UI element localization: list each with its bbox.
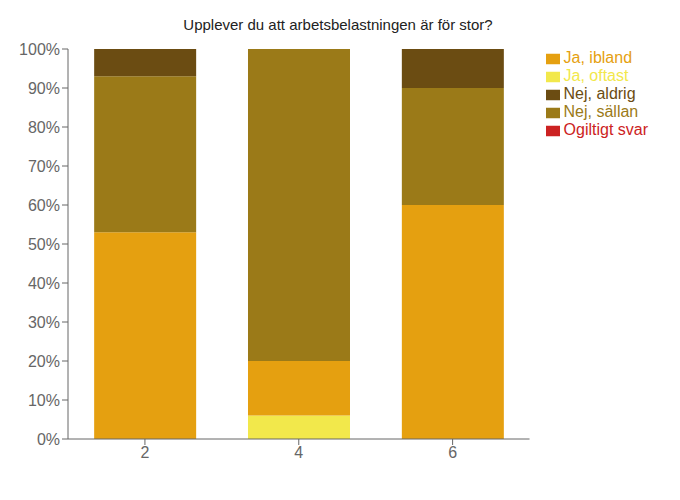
svg-text:100%: 100% (19, 41, 60, 58)
html-text:Ogiltigt svar: Ogiltigt svar (563, 121, 648, 138)
svg-text:0%: 0% (37, 431, 60, 448)
svg-text:70%: 70% (28, 158, 60, 175)
svg-text:40%: 40% (28, 275, 60, 292)
html-text:Ja, ibland: Ja, ibland (563, 49, 632, 66)
svg-text:80%: 80% (28, 119, 60, 136)
svg-text:60%: 60% (28, 197, 60, 214)
svg-text:50%: 50% (28, 236, 60, 253)
html-text:Upplever du att arbetsbelastni: Upplever du att arbetsbelastningen är fö… (183, 16, 493, 33)
html-text:Nej, aldrig: Nej, aldrig (563, 85, 636, 102)
html-text:Nej, sällan: Nej, sällan (563, 103, 639, 120)
svg-text:2: 2 (140, 444, 149, 461)
svg-text:10%: 10% (28, 392, 60, 409)
svg-text:30%: 30% (28, 314, 60, 331)
svg-text:6: 6 (448, 444, 457, 461)
svg-text:20%: 20% (28, 353, 60, 370)
svg-text:90%: 90% (28, 80, 60, 97)
svg-text:4: 4 (294, 444, 303, 461)
html-text:Ja, oftast: Ja, oftast (563, 67, 629, 84)
